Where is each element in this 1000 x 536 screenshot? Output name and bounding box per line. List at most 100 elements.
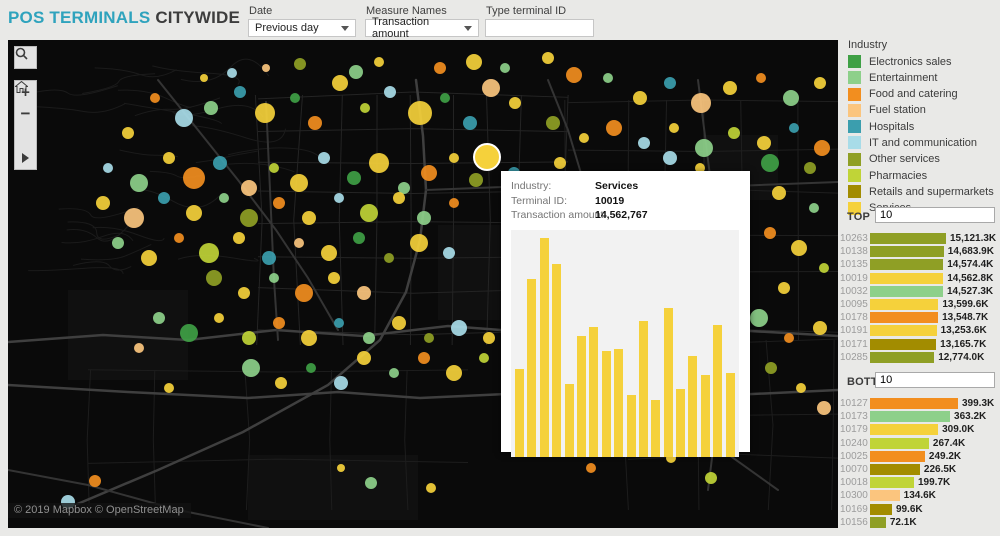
terminal-bar[interactable]	[870, 516, 886, 528]
terminal-bar[interactable]	[870, 285, 943, 297]
map-bubble[interactable]	[606, 120, 622, 136]
map-bubble[interactable]	[756, 73, 766, 83]
map-bubble[interactable]	[255, 103, 275, 123]
map-bubble[interactable]	[153, 312, 165, 324]
date-filter-select[interactable]: Previous day	[248, 19, 356, 37]
map-bubble[interactable]	[242, 331, 256, 345]
map-bubble[interactable]	[809, 203, 819, 213]
map-bubble[interactable]	[784, 333, 794, 343]
terminal-bar[interactable]	[870, 424, 939, 436]
terminal-bar[interactable]	[870, 450, 925, 462]
terminal-bar[interactable]	[870, 246, 944, 258]
legend-item[interactable]: Entertainment	[848, 71, 998, 85]
terminal-bar[interactable]	[870, 325, 937, 337]
map-bubble[interactable]	[199, 243, 219, 263]
map-bubble[interactable]	[723, 81, 737, 95]
measure-filter-select[interactable]: Transaction amount	[365, 16, 479, 40]
map-bubble[interactable]	[469, 173, 483, 187]
zoom-out-icon[interactable]: −	[20, 104, 31, 123]
terminal-id-input[interactable]	[485, 19, 594, 37]
map-bubble[interactable]	[789, 123, 799, 133]
map-bubble[interactable]	[463, 116, 477, 130]
map-bubble[interactable]	[363, 332, 375, 344]
map-bubble[interactable]	[695, 139, 713, 157]
map-bubble[interactable]	[482, 79, 500, 97]
map-bubble[interactable]	[586, 463, 596, 473]
map-bubble[interactable]	[500, 63, 510, 73]
map-bubble[interactable]	[434, 62, 446, 74]
map-bubble[interactable]	[814, 140, 830, 156]
legend-item[interactable]: Retails and supermarkets	[848, 185, 998, 199]
map-bubble[interactable]	[174, 233, 184, 243]
map-bubble[interactable]	[103, 163, 113, 173]
map-bubble[interactable]	[398, 182, 410, 194]
map-bubble[interactable]	[369, 153, 389, 173]
terminal-bar[interactable]	[870, 233, 946, 244]
map-bubble[interactable]	[332, 75, 348, 91]
map-bubble[interactable]	[446, 365, 462, 381]
terminal-bar[interactable]	[870, 351, 935, 363]
map-bubble[interactable]	[796, 383, 806, 393]
map-canvas[interactable]: + − © 2019 Mapbox © OpenStreetMap Indust…	[8, 40, 838, 528]
map-bubble[interactable]	[392, 316, 406, 330]
map-bubble[interactable]	[449, 153, 459, 163]
map-bubble[interactable]	[705, 472, 717, 484]
map-bubble[interactable]	[275, 377, 287, 389]
map-bubble[interactable]	[141, 250, 157, 266]
legend-item[interactable]: Other services	[848, 152, 998, 166]
map-bubble[interactable]	[384, 86, 396, 98]
map-bubble[interactable]	[269, 163, 279, 173]
terminal-bar[interactable]	[870, 503, 892, 515]
map-bubble[interactable]	[783, 90, 799, 106]
map-bubble[interactable]	[483, 332, 495, 344]
map-bubble[interactable]	[302, 211, 316, 225]
map-bubble[interactable]	[163, 152, 175, 164]
map-bubble[interactable]	[334, 376, 348, 390]
map-bubble[interactable]	[603, 73, 613, 83]
map-bubble[interactable]	[347, 171, 361, 185]
map-bubble[interactable]	[308, 116, 322, 130]
map-bubble[interactable]	[579, 133, 589, 143]
map-bubble[interactable]	[479, 353, 489, 363]
map-bubble[interactable]	[227, 68, 237, 78]
map-bubble[interactable]	[360, 103, 370, 113]
map-bubble[interactable]	[122, 127, 134, 139]
map-bubble[interactable]	[180, 324, 198, 342]
map-bubble[interactable]	[691, 93, 711, 113]
terminal-bar[interactable]	[870, 338, 937, 350]
legend-item[interactable]: Pharmacies	[848, 169, 998, 183]
map-bubble[interactable]	[158, 192, 170, 204]
map-bubble[interactable]	[273, 197, 285, 209]
map-bubble[interactable]	[112, 237, 124, 249]
map-bubble[interactable]	[295, 284, 313, 302]
map-bubble[interactable]	[813, 321, 827, 335]
map-bubble[interactable]	[89, 475, 101, 487]
map-bubble[interactable]	[566, 67, 582, 83]
map-bubble[interactable]	[633, 91, 647, 105]
terminal-bar[interactable]	[870, 463, 920, 475]
terminal-bar[interactable]	[870, 411, 951, 423]
map-bubble[interactable]	[451, 320, 467, 336]
map-bubble[interactable]	[374, 57, 384, 67]
map-bubble[interactable]	[130, 174, 148, 192]
map-bubble[interactable]	[728, 127, 740, 139]
map-bubble[interactable]	[234, 86, 246, 98]
map-bubble[interactable]	[242, 359, 260, 377]
map-bubble[interactable]	[301, 330, 317, 346]
map-bubble[interactable]	[360, 204, 378, 222]
map-bubble[interactable]	[219, 193, 229, 203]
map-bubble[interactable]	[269, 273, 279, 283]
map-bubble[interactable]	[164, 383, 174, 393]
map-bubble[interactable]	[669, 123, 679, 133]
bottom-count-input[interactable]	[875, 372, 995, 388]
map-bubble[interactable]	[791, 240, 807, 256]
expand-toolbar-icon[interactable]	[15, 147, 36, 169]
map-bubble[interactable]	[421, 165, 437, 181]
map-bubble[interactable]	[761, 154, 779, 172]
terminal-bar[interactable]	[870, 398, 958, 409]
map-bubble[interactable]	[357, 286, 371, 300]
map-bubble[interactable]	[353, 232, 365, 244]
search-icon[interactable]	[15, 47, 36, 68]
map-bubble[interactable]	[509, 97, 521, 109]
map-bubble[interactable]	[200, 74, 208, 82]
